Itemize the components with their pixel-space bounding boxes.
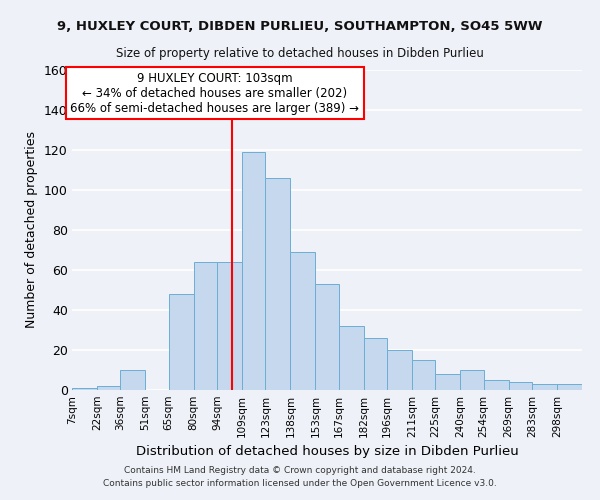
Text: Contains HM Land Registry data © Crown copyright and database right 2024.
Contai: Contains HM Land Registry data © Crown c… [103, 466, 497, 487]
Bar [194, 262, 217, 390]
Bar [364, 338, 387, 390]
Bar [290, 252, 316, 390]
Bar [242, 152, 265, 390]
Text: 9, HUXLEY COURT, DIBDEN PURLIEU, SOUTHAMPTON, SO45 5WW: 9, HUXLEY COURT, DIBDEN PURLIEU, SOUTHAM… [57, 20, 543, 33]
X-axis label: Distribution of detached houses by size in Dibden Purlieu: Distribution of detached houses by size … [136, 446, 518, 458]
Bar [97, 386, 121, 390]
Bar [316, 284, 338, 390]
Bar [338, 326, 364, 390]
Bar [532, 384, 557, 390]
Bar [509, 382, 532, 390]
Bar [412, 360, 436, 390]
Bar [217, 262, 242, 390]
Bar [169, 294, 194, 390]
Text: 9 HUXLEY COURT: 103sqm
← 34% of detached houses are smaller (202)
66% of semi-de: 9 HUXLEY COURT: 103sqm ← 34% of detached… [70, 72, 359, 114]
Bar [265, 178, 290, 390]
Text: Size of property relative to detached houses in Dibden Purlieu: Size of property relative to detached ho… [116, 48, 484, 60]
Bar [484, 380, 509, 390]
Bar [436, 374, 460, 390]
Bar [72, 388, 97, 390]
Y-axis label: Number of detached properties: Number of detached properties [25, 132, 38, 328]
Bar [460, 370, 484, 390]
Bar [387, 350, 412, 390]
Bar [121, 370, 145, 390]
Bar [557, 384, 582, 390]
